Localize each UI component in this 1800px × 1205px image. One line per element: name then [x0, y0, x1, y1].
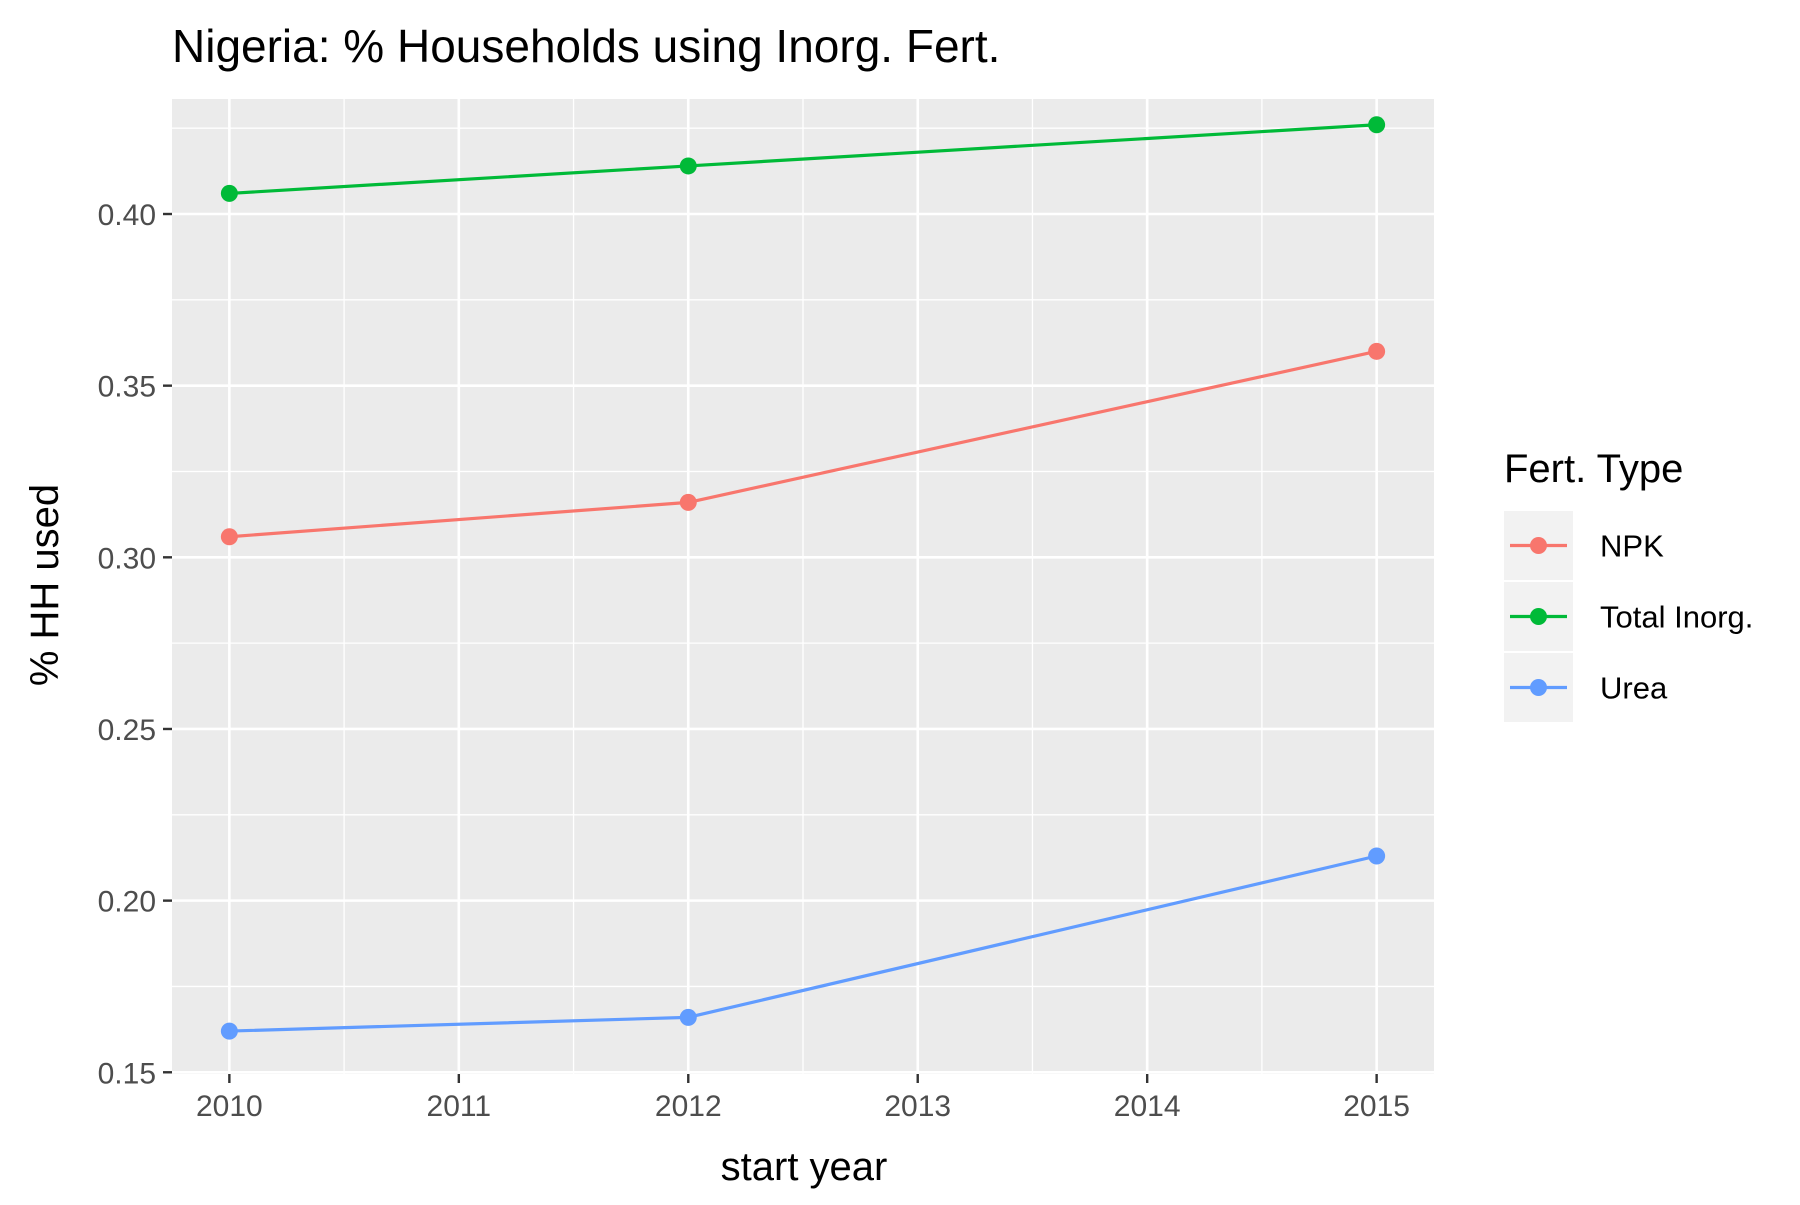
chart-title: Nigeria: % Households using Inorg. Fert. — [172, 20, 1000, 72]
data-point — [220, 528, 238, 546]
x-tick-label: 2012 — [655, 1090, 722, 1123]
y-axis-label: % HH used — [23, 484, 67, 686]
y-tick-label: 0.40 — [98, 199, 156, 232]
legend-key-point — [1530, 537, 1547, 554]
data-point — [1368, 342, 1386, 360]
legend-item: Urea — [1504, 653, 1668, 722]
y-tick-label: 0.35 — [98, 371, 156, 404]
y-tick-label: 0.30 — [98, 542, 156, 575]
series-total-inorg — [220, 116, 1386, 202]
legend: Fert. Type NPK Total Inorg. Urea — [1504, 447, 1753, 722]
legend-item: NPK — [1504, 511, 1664, 580]
legend-label: Urea — [1600, 671, 1668, 706]
legend-label: NPK — [1600, 529, 1664, 564]
legend-key-point — [1530, 679, 1547, 696]
series-layer — [220, 116, 1386, 1040]
y-tick-label: 0.25 — [98, 714, 156, 747]
series-npk — [220, 342, 1386, 546]
y-tick-label: 0.15 — [98, 1057, 156, 1090]
data-point — [1368, 847, 1386, 865]
data-point — [220, 1022, 238, 1040]
legend-key-point — [1530, 608, 1547, 625]
legend-label: Total Inorg. — [1600, 600, 1753, 635]
grid-lines — [172, 99, 1434, 1074]
x-axis-label: start year — [721, 1145, 888, 1189]
x-tick-label: 2010 — [196, 1090, 263, 1123]
data-point — [679, 1008, 697, 1026]
data-point — [1368, 116, 1386, 134]
axes: 2010 2011 2012 2013 2014 2015 0.15 0.20 0.25 0.30… — [98, 199, 1410, 1123]
y-tick-label: 0.20 — [98, 886, 156, 919]
x-tick-label: 2011 — [427, 1090, 492, 1123]
data-point — [220, 184, 238, 202]
x-tick-label: 2015 — [1343, 1090, 1410, 1123]
data-point — [679, 157, 697, 175]
legend-item: Total Inorg. — [1504, 582, 1753, 651]
series-urea — [220, 847, 1386, 1040]
x-tick-label: 2014 — [1114, 1090, 1181, 1123]
legend-title: Fert. Type — [1504, 447, 1683, 491]
data-point — [679, 493, 697, 511]
x-tick-label: 2013 — [884, 1090, 951, 1123]
